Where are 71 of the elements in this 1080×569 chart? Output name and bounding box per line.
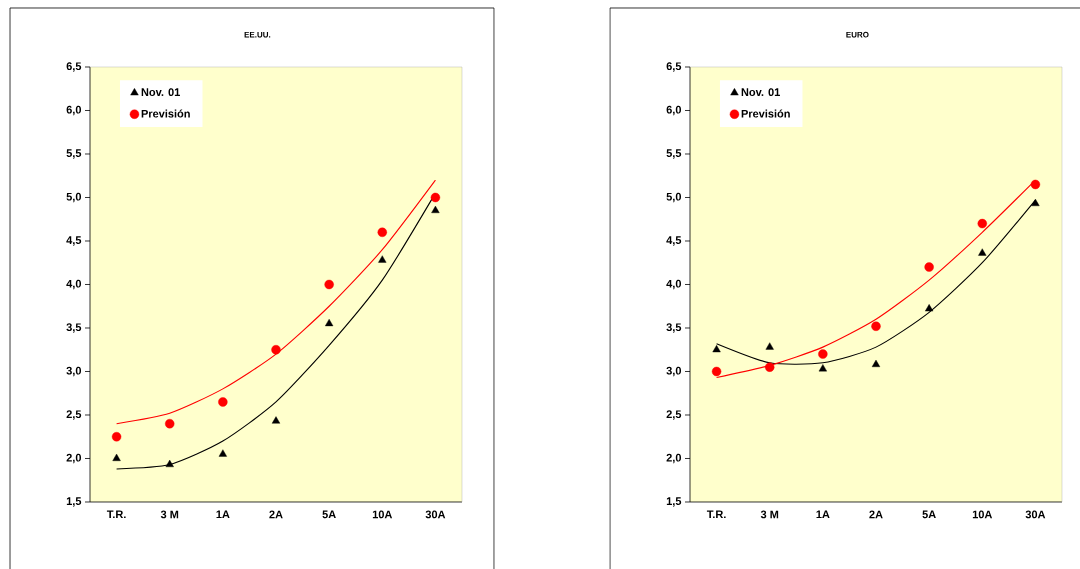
y-tick-label: 6,0: [666, 105, 682, 116]
legend-label: Previsión: [741, 109, 790, 118]
y-tick-label: 3,0: [66, 366, 82, 377]
point: [818, 349, 828, 359]
point: [112, 453, 121, 461]
point: [271, 345, 281, 355]
point: [325, 318, 334, 327]
point: [977, 218, 987, 229]
x-tick-label: 10A: [372, 510, 393, 519]
x-tick-label: 5A: [922, 510, 936, 519]
y-tick-label: 6,0: [66, 105, 82, 116]
point: [165, 418, 175, 429]
point: [165, 459, 174, 468]
x-tick-label: 1A: [816, 510, 830, 519]
x-tick-label: 2A: [869, 510, 883, 519]
x-tick-label: 2A: [269, 510, 283, 519]
legend-label: Nov. 01: [741, 88, 780, 97]
point: [765, 362, 775, 372]
point: [271, 416, 281, 424]
point: [378, 255, 387, 263]
y-tick-label: 5,0: [66, 192, 82, 203]
point: [871, 321, 881, 331]
y-tick-label: 1,5: [66, 497, 82, 507]
x-tick-label: T.R.: [706, 510, 726, 519]
y-tick-label: 3,5: [66, 323, 82, 333]
y-tick-label: 3,0: [666, 366, 682, 377]
x-tick-label: 1A: [216, 510, 230, 519]
point: [430, 192, 441, 203]
point: [111, 432, 122, 442]
y-tick-label: 4,5: [66, 236, 82, 246]
point: [218, 397, 228, 407]
y-tick-label: 2,0: [66, 453, 82, 464]
y-tick-label: 2,5: [666, 410, 682, 420]
y-tick-label: 2,5: [66, 410, 82, 420]
y-tick-label: 6,5: [66, 62, 82, 72]
point: [871, 359, 881, 367]
point: [1030, 179, 1041, 190]
point: [711, 366, 722, 377]
point: [218, 449, 227, 457]
x-tick-label: 10A: [972, 510, 993, 519]
x-tick-label: 30A: [425, 510, 446, 519]
line-series: [116, 179, 436, 425]
y-tick-label: 5,0: [666, 192, 682, 203]
point: [431, 205, 440, 213]
chart-title: EE.UU.: [244, 31, 271, 38]
y-tick-label: 4,5: [666, 236, 682, 246]
chart-title: EURO: [846, 31, 869, 38]
point: [924, 262, 934, 272]
point: [377, 227, 387, 237]
point: [324, 279, 334, 290]
point: [818, 364, 827, 372]
y-tick-label: 6,5: [666, 62, 682, 72]
y-tick-label: 5,5: [66, 149, 82, 159]
x-tick-label: 30A: [1025, 510, 1046, 519]
point: [925, 304, 934, 312]
point: [978, 248, 987, 256]
x-tick-label: 3 M: [160, 510, 179, 519]
x-tick-label: 3 M: [760, 510, 779, 519]
x-tick-label: T.R.: [106, 510, 126, 519]
legend-label: Nov. 01: [141, 88, 180, 97]
x-tick-label: 5A: [322, 510, 336, 519]
legend-label: Previsión: [141, 109, 190, 118]
y-tick-label: 4,0: [66, 279, 82, 290]
y-tick-label: 3,5: [666, 323, 682, 333]
point: [1031, 198, 1040, 207]
point: [712, 345, 721, 353]
y-tick-label: 1,5: [666, 497, 682, 507]
point: [765, 342, 774, 350]
y-tick-label: 4,0: [666, 279, 682, 290]
y-tick-label: 2,0: [666, 453, 682, 464]
y-tick-label: 5,5: [666, 149, 682, 159]
